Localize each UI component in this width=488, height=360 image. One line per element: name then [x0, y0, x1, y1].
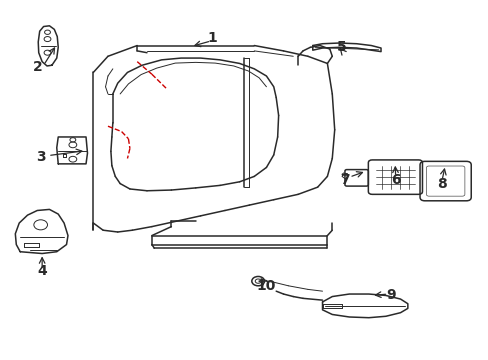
Text: 6: 6	[390, 173, 400, 187]
Text: 3: 3	[36, 150, 45, 164]
Text: 2: 2	[32, 60, 42, 74]
Text: 8: 8	[436, 177, 446, 190]
Text: 5: 5	[336, 40, 346, 54]
Text: 7: 7	[339, 173, 348, 187]
Text: 1: 1	[207, 31, 217, 45]
Text: 4: 4	[37, 265, 47, 278]
Text: 10: 10	[256, 279, 276, 293]
Text: 9: 9	[385, 288, 395, 302]
